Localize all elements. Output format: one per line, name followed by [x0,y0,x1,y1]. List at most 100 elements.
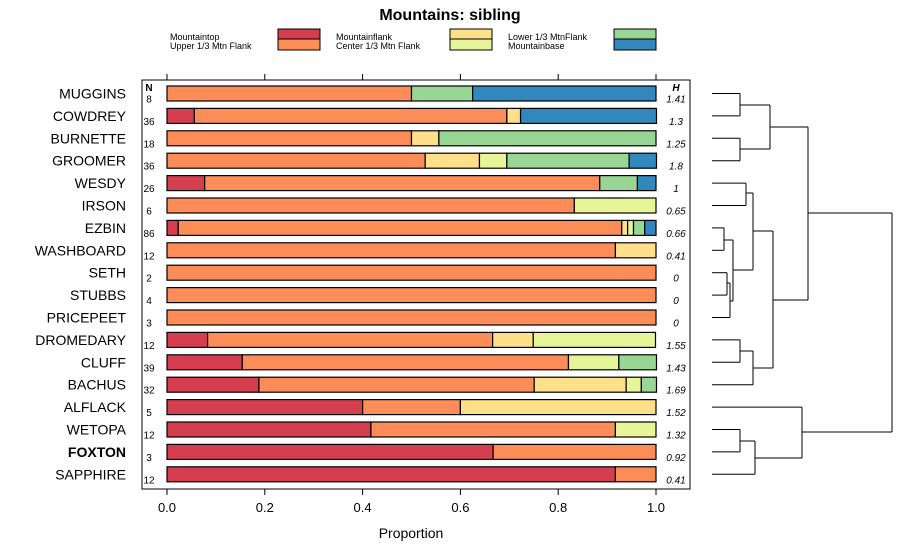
bar-segment [459,399,657,416]
bar-segment [573,197,657,214]
row-label: WESDY [75,175,127,191]
x-axis: 0.0 0.2 0.4 0.6 0.8 1.0 [158,74,665,515]
bar-segment [627,219,635,236]
bar-segment [193,107,508,125]
bar-segment [166,287,657,304]
legend-label: Upper 1/3 Mtn Flank [170,41,252,51]
bar-segment [614,421,657,438]
bar-segment [632,219,646,236]
row-n-value: 86 [143,229,155,240]
bar-segment [166,219,179,236]
legend-swatch [449,28,493,41]
row-label: STUBBS [70,287,126,303]
row-n-value: 12 [143,251,155,262]
row-label: SETH [89,265,126,281]
row-label: EZBIN [85,220,126,236]
row-h-value: 1.32 [666,431,686,442]
bar-segment [618,354,658,371]
bar-segment [567,354,620,371]
legend-label: Lower 1/3 MtnFlank [508,32,588,42]
legend-swatch [613,38,657,51]
bar-segment [410,130,440,147]
bar-segment [614,242,657,259]
row-n-value: 36 [143,117,155,128]
row-n-value: 32 [143,386,155,397]
row-h-value: 1.25 [666,139,686,150]
row-label: SAPPHIRE [55,466,126,482]
bar-segment [636,175,657,192]
bar-segment [424,152,481,169]
row-n-value: 8 [146,95,152,106]
row-h-value: 1.41 [666,95,685,106]
bar-segment [506,107,522,125]
bar-segment [438,130,657,147]
row-n-value: 2 [146,274,152,285]
row-label: IRSON [82,198,126,214]
bar-segment [166,175,206,192]
row-n-value: 5 [146,408,152,419]
row-label: MUGGINS [59,86,126,102]
bar-segment [241,354,570,371]
x-tick-label: 1.0 [647,500,665,515]
bar-segment [166,197,575,214]
legend-swatch [449,38,493,51]
bar-segment [410,85,474,102]
legend-swatch [613,28,657,41]
bar-segment [492,443,657,460]
row-n-value: 4 [146,296,152,307]
bar-segment [532,331,657,348]
bar-segment [166,264,657,281]
legend-label: Mountaintop [170,32,220,42]
bar-segment [166,85,413,102]
row-label: ALFLACK [64,399,127,415]
row-n-value: 36 [143,162,155,173]
row-label: COWDREY [53,108,127,124]
bar-segment [166,309,657,326]
row-n-value: 26 [143,184,155,195]
bar-segment [177,219,623,236]
row-h-value: 0 [673,319,679,330]
legend-label: Center 1/3 Mtn Flank [336,41,421,51]
bar-segment [362,399,462,416]
row-h-value: 1 [673,184,679,195]
row-n-value: 12 [143,475,155,486]
bar-segment [614,466,657,483]
row-h-value: 1.43 [666,363,686,374]
bar-segment [533,376,627,393]
row-h-value: 1.69 [666,386,686,397]
h-header: H [672,83,680,94]
row-n-value: 12 [143,341,155,352]
row-n-value: 12 [143,431,155,442]
x-tick-label: 0.4 [354,500,372,515]
row-n-value: 39 [143,363,155,374]
row-h-value: 0.41 [666,475,685,486]
legend-swatch [277,38,321,51]
bar-segment [599,175,639,192]
row-h-value: 0.92 [666,453,686,464]
row-h-value: 0.66 [666,229,686,240]
bar-segment [370,421,617,438]
legend-label: Mountainflank [336,32,393,42]
row-n-value: 18 [143,139,155,150]
bar-segment [166,331,209,348]
row-label: GROOMER [52,153,126,169]
row-h-value: 1.8 [669,162,683,173]
bar-segment [478,152,508,169]
bar-segment [166,107,195,125]
bar-segment [166,399,364,416]
n-header: N [145,83,152,94]
row-label: BACHUS [68,377,126,393]
bar-segment [166,152,426,169]
bar-segment [166,443,494,460]
row-label: WETOPA [67,422,127,438]
bar-segment [621,219,629,236]
bar-segment [628,152,658,169]
row-h-value: 1.55 [666,341,686,352]
bar-segment [166,466,617,483]
x-tick-label: 0.6 [451,500,469,515]
row-h-value: 0 [673,296,679,307]
dendrogram [712,93,893,475]
